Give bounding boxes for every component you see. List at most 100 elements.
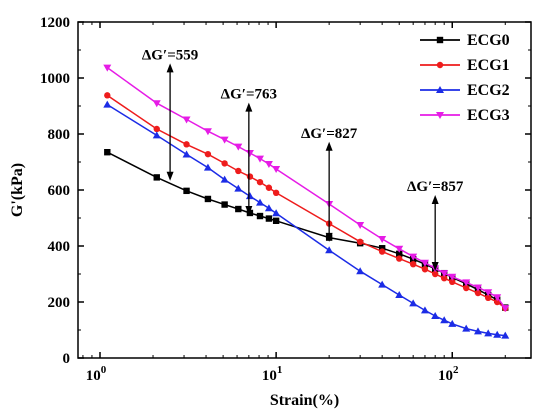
data-point	[220, 175, 229, 183]
data-point	[272, 166, 281, 173]
data-point	[409, 261, 417, 268]
x-axis-title: Strain(%)	[270, 392, 339, 409]
series-ecg0	[104, 149, 509, 311]
y-tick-label: 400	[48, 239, 71, 255]
x-tick-exponent: 2	[453, 364, 459, 376]
data-point	[378, 245, 386, 252]
x-tick-exponent: 1	[277, 364, 283, 376]
data-point	[203, 128, 212, 136]
delta-annotation: ΔG′=559	[142, 47, 198, 181]
delta-annotation: ΔG′=763	[221, 87, 277, 215]
data-point	[220, 136, 229, 144]
data-point	[153, 174, 160, 181]
delta-annotation: ΔG′=857	[407, 179, 464, 271]
data-point	[264, 204, 273, 212]
data-point	[183, 141, 190, 148]
data-point	[409, 299, 418, 307]
annotation-arrowhead-top	[431, 195, 439, 204]
x-tick-label: 101	[262, 364, 283, 384]
series-ecg3	[103, 64, 510, 313]
delta-annotation: ΔG′=827	[301, 126, 358, 242]
y-axis-title: G'(kPa)	[9, 163, 26, 217]
data-point	[264, 160, 273, 168]
data-point	[421, 266, 429, 273]
annotation-arrowhead-top	[325, 141, 333, 151]
annotation-label: ΔG′=559	[142, 47, 198, 63]
data-point	[265, 184, 273, 191]
data-point	[420, 259, 429, 267]
data-point	[449, 278, 456, 286]
annotation-arrowhead-bottom	[166, 171, 174, 181]
data-point	[152, 100, 161, 108]
data-point	[356, 267, 365, 275]
data-point	[440, 316, 449, 324]
data-point	[204, 195, 212, 203]
data-point	[431, 270, 439, 278]
data-point	[203, 163, 212, 171]
annotation-label: ΔG′=857	[407, 179, 464, 195]
data-point	[234, 143, 243, 151]
x-tick-base: 10	[86, 368, 101, 384]
data-point	[104, 92, 111, 99]
annotation-label: ΔG′=763	[221, 87, 277, 103]
data-point	[246, 209, 254, 217]
y-tick-label: 1000	[40, 71, 70, 87]
data-point	[103, 64, 112, 72]
x-tick-base: 10	[262, 368, 277, 384]
data-point	[493, 330, 502, 338]
legend-swatch-marker	[436, 36, 444, 44]
data-point	[431, 312, 440, 319]
data-point	[256, 178, 264, 186]
legend-label: ECG1	[467, 57, 510, 74]
legend-swatch-marker	[436, 86, 444, 93]
legend-item-ecg3: ECG3	[420, 107, 510, 124]
data-point	[501, 305, 510, 313]
y-tick-label: 0	[63, 351, 71, 367]
data-point	[395, 245, 404, 253]
annotation-arrowhead-top	[166, 63, 174, 73]
data-point	[235, 205, 242, 213]
data-point	[409, 253, 418, 261]
data-point	[462, 279, 471, 287]
data-point	[256, 212, 264, 220]
data-point	[484, 294, 492, 301]
data-point	[153, 125, 160, 133]
data-point	[272, 217, 280, 224]
data-point	[440, 270, 449, 278]
data-point	[356, 222, 365, 229]
data-point	[396, 250, 403, 258]
data-point	[245, 150, 254, 158]
legend-item-ecg0: ECG0	[420, 32, 510, 49]
data-point	[183, 187, 190, 195]
data-point	[378, 236, 387, 243]
legend-label: ECG3	[467, 107, 510, 124]
data-point	[378, 248, 386, 255]
data-point	[462, 284, 470, 292]
data-point	[440, 275, 448, 282]
x-tick-exponent: 0	[101, 364, 107, 376]
data-point	[182, 150, 191, 158]
y-tick-label: 200	[48, 295, 71, 311]
data-point	[396, 255, 403, 262]
data-point	[484, 329, 493, 337]
data-point	[493, 294, 502, 302]
annotation-arrowhead-bottom	[245, 205, 253, 215]
data-point	[473, 327, 482, 335]
x-tick-base: 10	[438, 368, 453, 384]
series-ecg2	[103, 100, 510, 339]
y-tick-label: 1200	[40, 15, 70, 31]
legend-swatch-marker	[436, 61, 444, 69]
data-point	[104, 149, 111, 156]
data-point	[265, 215, 273, 222]
y-tick-label: 600	[48, 183, 71, 199]
data-point	[395, 291, 404, 298]
data-point	[204, 150, 212, 158]
x-tick-label: 100	[86, 364, 107, 384]
annotation-arrowhead-bottom	[325, 232, 333, 242]
annotation-arrowhead-top	[245, 102, 253, 112]
data-point	[378, 280, 387, 288]
data-point	[221, 201, 228, 208]
legend-item-ecg1: ECG1	[420, 57, 510, 74]
annotation-arrowhead-bottom	[431, 261, 439, 271]
data-point	[103, 100, 112, 108]
